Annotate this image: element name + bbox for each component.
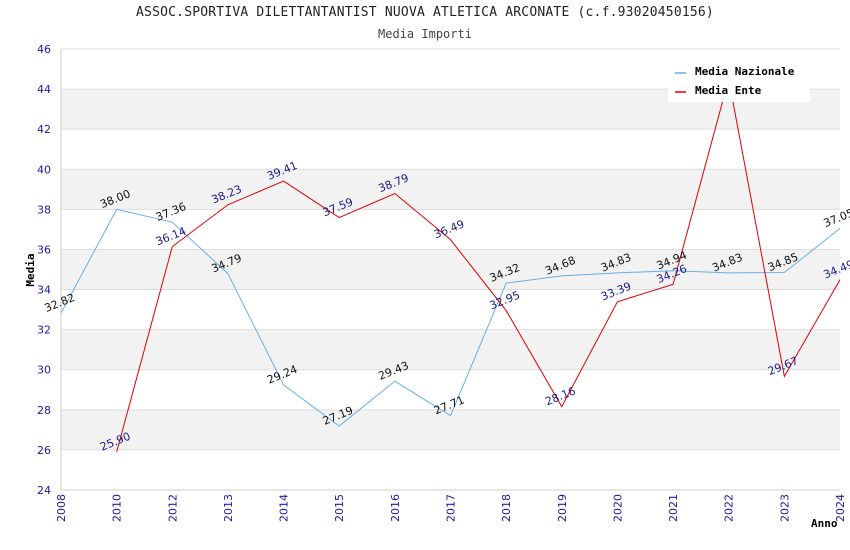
grid-lines (61, 48, 840, 491)
legend-box (668, 60, 810, 102)
y-tick-label: 36 (37, 243, 51, 256)
y-axis-title: Media (24, 253, 37, 286)
y-tick-label: 42 (37, 123, 51, 136)
y-tick-label: 32 (37, 324, 51, 337)
x-tick-labels: 2008 2010 2012 2013 2014 2015 2016 2017 2018 2019… (55, 494, 847, 522)
x-axis-title: Anno (811, 517, 838, 530)
series-lines (60, 78, 841, 453)
x-tick-label: 2020 (611, 494, 624, 522)
series-line-ente (116, 78, 841, 453)
x-tick-label: 2014 (278, 494, 291, 522)
legend-label-nazionale: Media Nazionale (695, 65, 795, 78)
x-tick-label: 2024 (834, 494, 847, 522)
x-tick-label: 2021 (667, 494, 680, 522)
data-label-ente: 36.14 (154, 224, 188, 248)
grid-band (61, 169, 840, 210)
x-tick-label: 2016 (389, 494, 402, 522)
y-tick-label: 34 (37, 284, 51, 297)
y-tick-label: 28 (37, 404, 51, 417)
x-tick-label: 2022 (723, 494, 736, 522)
chart-title: ASSOC.SPORTIVA DILETTANTANTIST NUOVA ATL… (136, 5, 714, 20)
y-tick-label: 38 (37, 203, 51, 216)
x-tick-label: 2013 (222, 494, 235, 522)
y-tick-labels: 24 26 28 30 32 34 36 38 40 42 44 46 (37, 43, 51, 497)
y-tick-label: 30 (37, 364, 51, 377)
x-tick-label: 2012 (166, 494, 179, 522)
legend: Media Nazionale Media Ente (668, 60, 810, 102)
grid-band (61, 409, 840, 450)
y-tick-label: 44 (37, 83, 51, 96)
legend-label-ente: Media Ente (695, 84, 762, 97)
x-tick-label: 2018 (500, 494, 513, 522)
x-tick-label: 2023 (778, 494, 791, 522)
x-tick-label: 2015 (333, 494, 346, 522)
x-tick-label: 2017 (445, 494, 458, 522)
y-tick-label: 26 (37, 444, 51, 457)
x-tick-label: 2008 (55, 494, 68, 522)
series-line-nazionale (60, 208, 841, 427)
data-label-ente: 36.49 (432, 217, 466, 241)
y-tick-label: 46 (37, 43, 51, 56)
y-tick-label: 40 (37, 163, 51, 176)
axes (60, 49, 840, 491)
grid-band (61, 249, 840, 290)
chart-subtitle: Media Importi (378, 27, 472, 41)
grid-band (61, 329, 840, 370)
x-tick-label: 2019 (556, 494, 569, 522)
y-tick-label: 24 (37, 484, 51, 497)
x-tick-label: 2010 (111, 494, 124, 522)
